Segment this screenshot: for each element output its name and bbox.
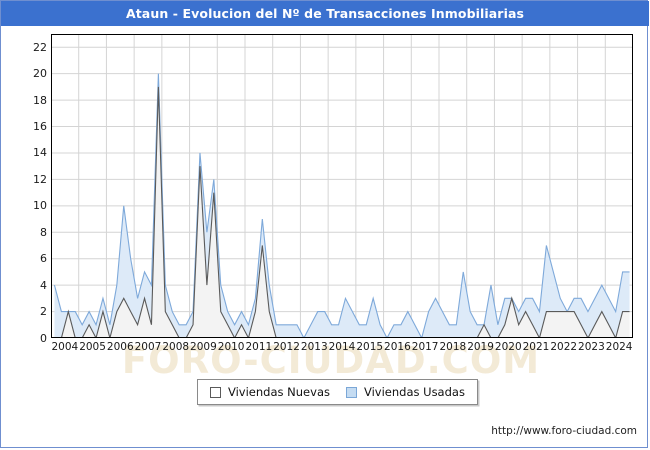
chart-legend: Viviendas Nuevas Viviendas Usadas [197,379,478,405]
x-axis-tick-label: 2006 [106,341,134,353]
source-url: http://www.foro-ciudad.com [491,425,637,437]
y-axis-tick-label: 10 [33,199,47,213]
x-axis-tick-label: 2005 [79,341,106,353]
chart-canvas [51,34,633,338]
legend-label-nuevas: Viviendas Nuevas [228,385,330,399]
y-axis-tick-label: 18 [33,93,47,107]
series-line-nuevas [54,86,630,338]
window-title-bar: Ataun - Evolucion del Nº de Transaccione… [1,1,649,26]
series-line-usadas [53,73,630,338]
x-axis-tick-label: 2019 [467,341,494,353]
x-axis-tick-label: 2021 [522,341,550,353]
x-axis-tick-label: 2012 [273,341,300,353]
x-axis-tick-label: 2023 [578,341,605,353]
x-axis-tick-label: 2014 [328,341,356,353]
x-axis-tick-label: 2015 [356,341,384,353]
x-axis-tick-label: 2009 [190,341,217,353]
y-axis-tick-label: 16 [33,120,47,134]
y-axis-tick-label: 22 [33,40,47,54]
x-axis-tick-label: 2016 [384,341,411,353]
page-title: Ataun - Evolucion del Nº de Transaccione… [125,6,525,21]
x-axis-tick-label: 2011 [245,341,273,353]
x-axis-labels: 2004 2005 2006 2007 2008 2009 2010 2011 2012 2013… [51,342,633,358]
x-axis-tick-label: 2007 [134,341,162,353]
series-area-nuevas [54,86,630,338]
y-axis-tick-label: 20 [33,67,47,81]
y-axis-tick-label: 14 [33,146,47,160]
y-axis-tick-label: 0 [40,331,47,345]
x-axis-tick-label: 2004 [51,341,79,353]
x-axis-tick-label: 2013 [300,341,328,353]
x-axis-tick-label: 2010 [217,341,245,353]
y-axis-tick-label: 8 [40,225,47,239]
x-axis-tick-label: 2022 [550,341,578,353]
x-axis-tick-label: 2017 [411,341,439,353]
y-axis-tick-label: 2 [40,305,47,319]
legend-swatch-usadas-icon [345,386,357,398]
x-axis-tick-label: 2008 [162,341,190,353]
x-axis-tick-label: 2020 [494,341,522,353]
legend-item-usadas: Viviendas Usadas [345,385,465,399]
y-axis-tick-label: 6 [40,252,47,266]
y-axis-tick-label: 4 [40,278,47,292]
plot-area [51,34,633,338]
x-axis-tick-label: 2018 [439,341,467,353]
legend-item-nuevas: Viviendas Nuevas [210,385,330,399]
series-layer [53,73,630,338]
y-axis-tick-label: 12 [33,172,47,186]
legend-swatch-nuevas-icon [210,386,221,398]
x-axis-tick-label: 2024 [605,341,633,353]
y-axis-labels: 0 2 4 6 8 10 12 14 16 18 20 22 [1,1,47,449]
plot-border [51,34,633,338]
legend-label-usadas: Viviendas Usadas [363,385,465,399]
